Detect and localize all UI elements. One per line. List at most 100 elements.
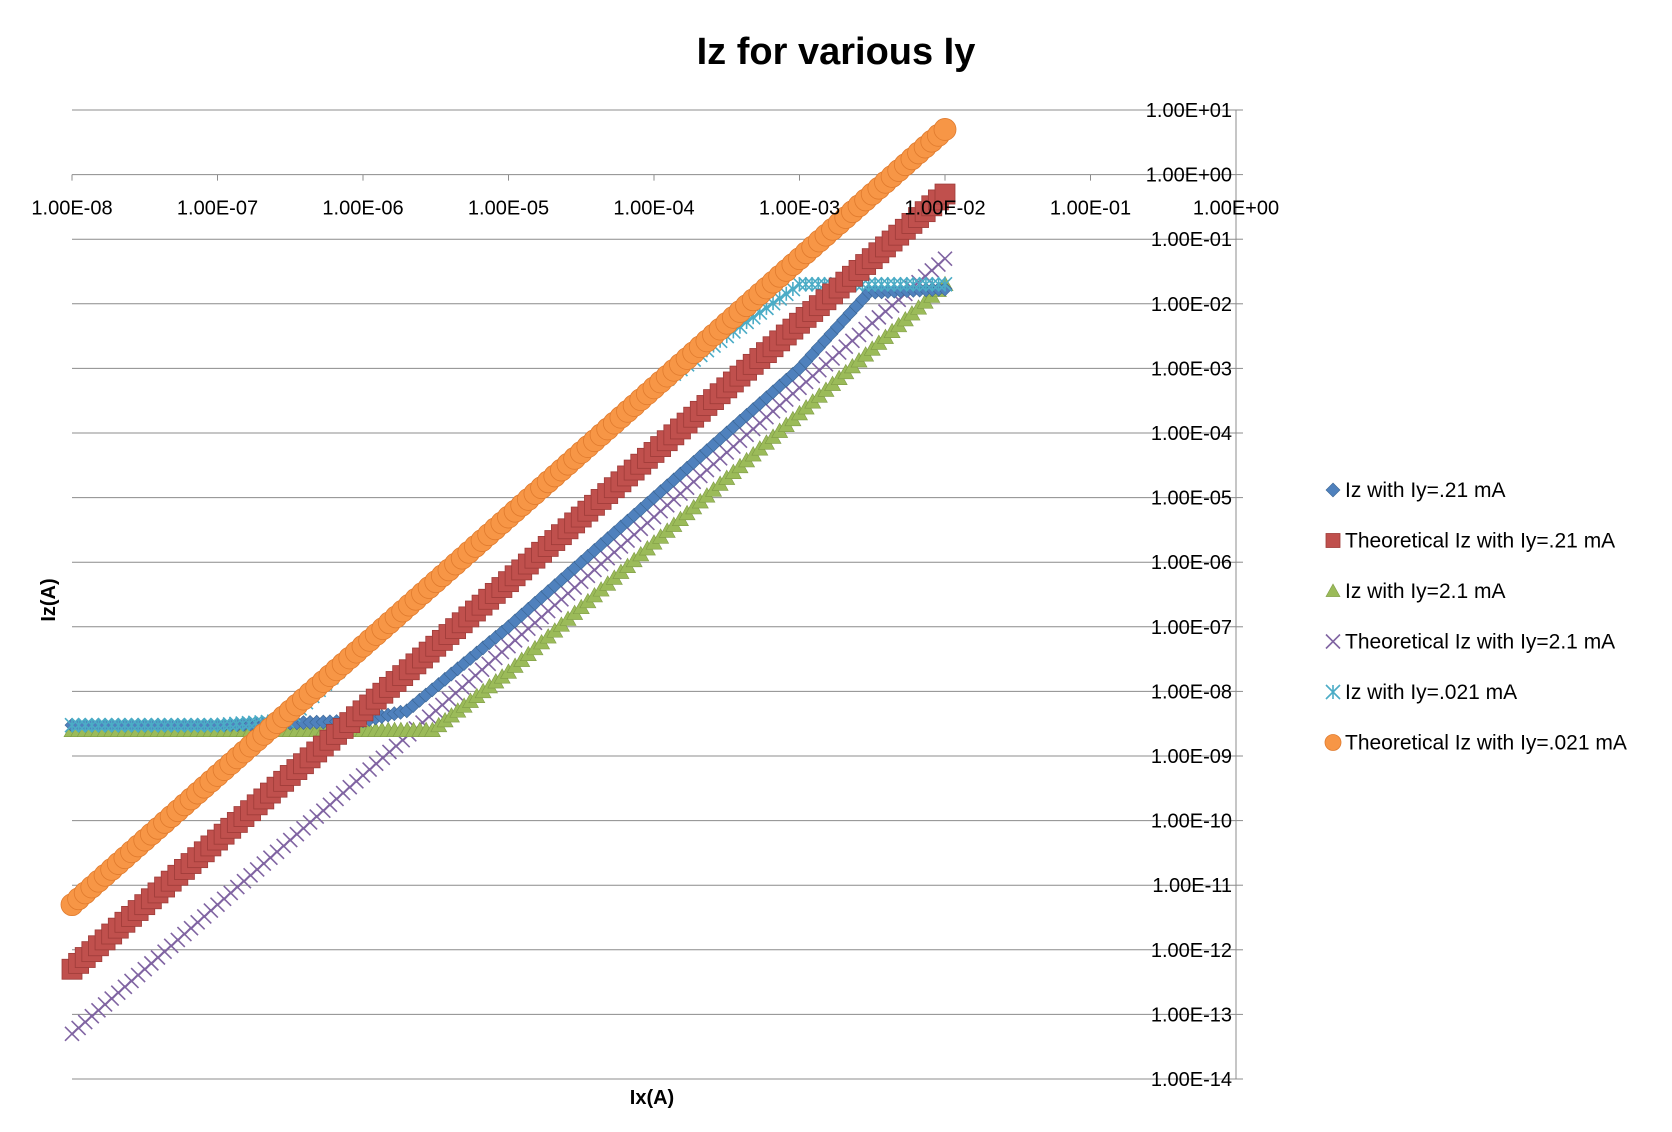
data-point — [163, 717, 179, 733]
x-tick-label: 1.00E-04 — [613, 198, 694, 220]
data-point — [918, 276, 934, 292]
legend-label: Theoretical Iz with Iy=.021 mA — [1345, 732, 1627, 755]
data-point — [123, 717, 140, 733]
legend-label: Iz with Iy=.021 mA — [1345, 681, 1517, 704]
data-point — [933, 118, 957, 141]
legend-marker — [1324, 734, 1342, 751]
data-point — [137, 717, 153, 733]
legend-item: Iz with Iy=2.1 mA — [1325, 580, 1505, 603]
y-tick-label: 1.00E-05 — [1151, 488, 1232, 510]
data-point — [203, 717, 219, 733]
data-point — [157, 717, 173, 733]
data-point — [150, 717, 166, 733]
y-tick-label: 1.00E-03 — [1151, 358, 1232, 380]
data-point — [90, 717, 107, 733]
data-point — [905, 276, 921, 292]
data-point — [785, 281, 801, 297]
x-tick-label: 1.00E-06 — [322, 198, 403, 220]
data-point — [104, 717, 120, 733]
series-3 — [64, 251, 953, 1042]
series-layer — [60, 118, 957, 1042]
series-5 — [60, 118, 957, 917]
legend-marker — [1325, 633, 1341, 650]
data-point — [117, 717, 133, 733]
data-point — [143, 717, 159, 733]
x-tick-label: 1.00E-01 — [1050, 198, 1131, 220]
data-point — [176, 717, 192, 733]
data-point — [937, 276, 953, 292]
legend: Iz with Iy=.21 mA Theoretical Iz with Iy=… — [1324, 479, 1627, 755]
y-tick-label: 1.00E-01 — [1151, 229, 1232, 251]
data-point — [934, 183, 956, 205]
x-tick-label: 1.00E-07 — [177, 198, 258, 220]
data-point — [110, 717, 126, 733]
data-point — [196, 717, 212, 733]
data-point — [912, 276, 928, 292]
legend-item: Iz with Iy=.21 mA — [1325, 479, 1505, 502]
x-tick-label: 1.00E-03 — [759, 198, 840, 220]
x-axis-title: Ix(A) — [630, 1087, 674, 1109]
y-tick-label: 1.00E-09 — [1151, 746, 1232, 768]
data-point — [97, 717, 113, 733]
axes — [71, 109, 1243, 1080]
legend-label: Theoretical Iz with Iy=.21 mA — [1345, 530, 1615, 553]
x-tick-label: 1.00E-08 — [31, 198, 112, 220]
legend-item: Theoretical Iz with Iy=2.1 mA — [1325, 631, 1615, 654]
legend-marker — [1325, 533, 1341, 548]
tick-labels: 1.00E+01 1.00E+00 1.00E-01 1.00E-02 1.00E-03… — [31, 100, 1279, 1091]
data-point — [222, 716, 238, 732]
x-tick-label: 1.00E+00 — [1193, 198, 1279, 220]
data-point — [937, 251, 953, 267]
data-point — [84, 717, 100, 733]
legend-marker — [1325, 684, 1341, 700]
data-point — [216, 717, 232, 733]
data-point — [241, 715, 257, 731]
y-tick-label: 1.00E-13 — [1151, 1004, 1232, 1026]
legend-marker — [1325, 482, 1341, 498]
data-point — [190, 717, 206, 733]
y-tick-label: 1.00E-06 — [1151, 552, 1232, 574]
y-tick-label: 1.00E-11 — [1152, 875, 1232, 897]
data-point — [183, 717, 199, 733]
data-point — [170, 717, 186, 733]
series-1 — [61, 183, 956, 980]
legend-marker — [1325, 583, 1341, 597]
data-point — [873, 276, 890, 292]
x-tick-label: 1.00E-05 — [468, 198, 549, 220]
data-point — [804, 276, 820, 292]
data-point — [867, 276, 883, 292]
chart-title: Iz for various Iy — [697, 31, 976, 73]
y-tick-label: 1.00E-02 — [1151, 294, 1232, 316]
y-axis-title: Iz(A) — [38, 578, 60, 621]
data-point — [899, 276, 915, 292]
data-point — [71, 717, 87, 733]
data-point — [235, 716, 251, 732]
data-point — [931, 276, 947, 292]
data-point — [886, 276, 902, 292]
legend-item: Theoretical Iz with Iy=.021 mA — [1324, 732, 1627, 755]
legend-label: Theoretical Iz with Iy=2.1 mA — [1345, 631, 1615, 654]
y-tick-label: 1.00E-12 — [1151, 940, 1232, 962]
data-point — [228, 716, 244, 732]
y-tick-label: 1.00E+01 — [1146, 100, 1232, 122]
data-point — [130, 717, 146, 733]
data-point — [924, 276, 940, 292]
y-tick-label: 1.00E-04 — [1151, 423, 1232, 445]
data-point — [791, 276, 808, 292]
data-point — [798, 276, 814, 292]
legend-item: Theoretical Iz with Iy=.21 mA — [1325, 530, 1615, 553]
y-tick-label: 1.00E-10 — [1151, 811, 1232, 833]
legend-label: Iz with Iy=2.1 mA — [1345, 580, 1505, 603]
data-point — [64, 717, 80, 733]
data-point — [77, 717, 93, 733]
gridlines — [72, 109, 1236, 1080]
data-point — [209, 717, 226, 733]
data-point — [880, 276, 896, 292]
data-point — [892, 276, 909, 292]
y-tick-label: 1.00E-08 — [1151, 681, 1232, 703]
y-tick-label: 1.00E+00 — [1146, 165, 1232, 187]
y-tick-label: 1.00E-14 — [1151, 1069, 1232, 1091]
legend-label: Iz with Iy=.21 mA — [1345, 479, 1505, 502]
x-tick-label: 1.00E-02 — [904, 198, 985, 220]
